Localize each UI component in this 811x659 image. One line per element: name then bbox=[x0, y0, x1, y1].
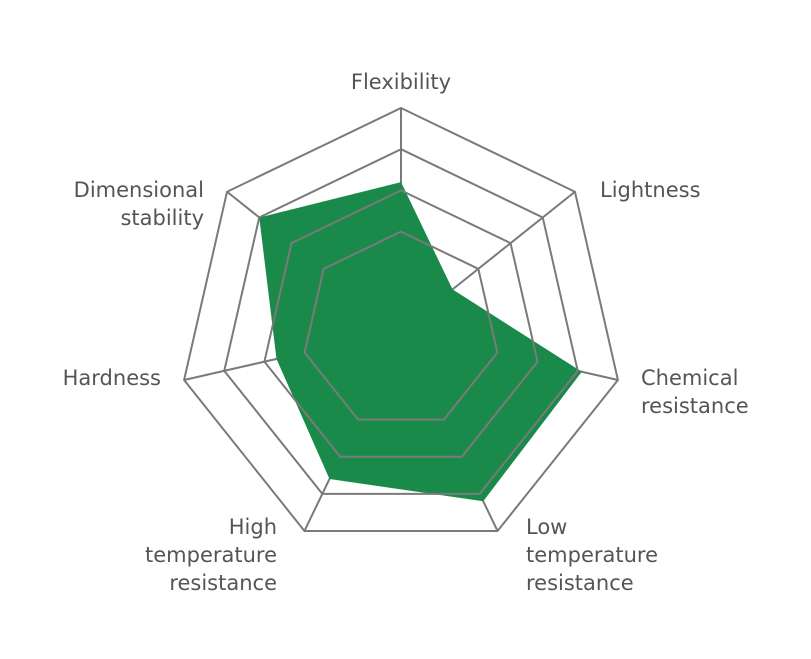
grid-ring bbox=[263, 189, 539, 458]
axis-label: Low temperature resistance bbox=[526, 515, 658, 595]
axis-label: Flexibility bbox=[350, 70, 452, 94]
grid-ring bbox=[182, 106, 620, 532]
axis-label: Dimensional stability bbox=[73, 178, 204, 230]
grid-ring bbox=[303, 230, 499, 421]
axis-label: Hardness bbox=[62, 366, 161, 390]
axis-label: Chemical resistance bbox=[641, 366, 749, 418]
grid-ring bbox=[223, 148, 579, 495]
axis-label: Lightness bbox=[600, 178, 701, 202]
axis-label: High temperature resistance bbox=[145, 515, 277, 595]
